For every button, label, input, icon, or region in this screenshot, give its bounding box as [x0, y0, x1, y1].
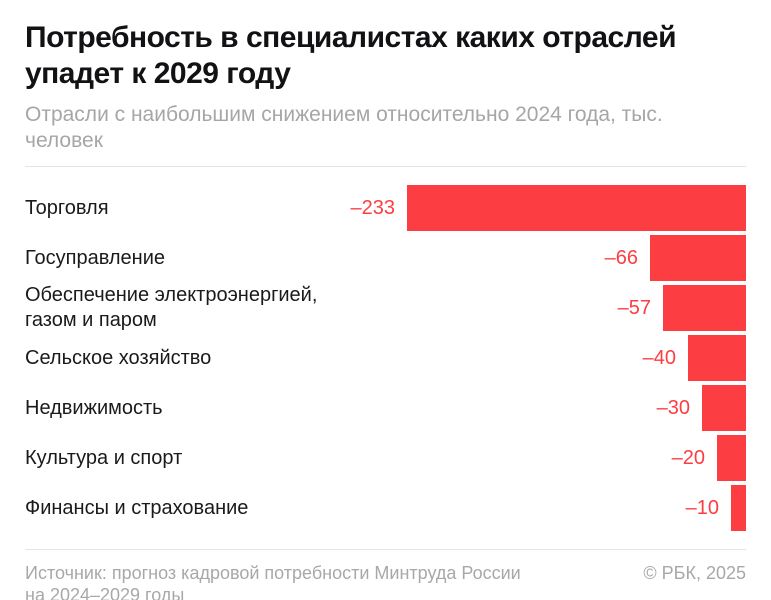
category-label: Обеспечение электроэнергией, газом и пар… — [25, 283, 618, 333]
value-label: –66 — [604, 246, 638, 269]
chart-row: Госуправление –66 — [25, 233, 746, 283]
top-divider — [25, 166, 746, 167]
category-label-text: Торговля — [25, 196, 109, 219]
bar — [650, 235, 746, 281]
copyright-note: © РБК, 2025 — [643, 563, 746, 583]
chart-row: Торговля –233 — [25, 183, 746, 233]
source-note-line-2: на 2024–2029 годы — [25, 585, 185, 600]
value-label: –20 — [671, 446, 705, 469]
category-label: Недвижимость — [25, 396, 657, 421]
category-label-text: Недвижимость — [25, 396, 163, 419]
category-label-text: Финансы и страхование — [25, 496, 249, 519]
source-note: Источник: прогноз кадровой потребности М… — [25, 562, 521, 600]
chart-subtitle: Отрасли с наибольшим снижением относител… — [25, 103, 663, 152]
value-label: –10 — [685, 496, 719, 519]
chart-row: Недвижимость –30 — [25, 383, 746, 433]
chart-row: Культура и спорт –20 — [25, 433, 746, 483]
footer: Источник: прогноз кадровой потребности М… — [25, 562, 746, 600]
category-label: Госуправление — [25, 246, 605, 271]
category-label-text: Культура и спорт — [25, 446, 183, 469]
page-title: Потребность в специалистах каких отрасле… — [25, 0, 746, 92]
chart-row: Обеспечение электроэнергией, газом и пар… — [25, 283, 746, 333]
bar-chart: Торговля –233 Госуправление –66 Обеспечение … — [25, 183, 746, 533]
category-label-text: Сельское хозяйство — [25, 346, 212, 369]
chart-row: Сельское хозяйство –40 — [25, 333, 746, 383]
category-label: Торговля — [25, 196, 351, 221]
bar — [702, 385, 746, 431]
category-label: Культура и спорт — [25, 446, 672, 471]
category-label-text: Госуправление — [25, 246, 165, 269]
bar — [731, 485, 746, 531]
bottom-divider — [25, 549, 746, 550]
category-label: Сельское хозяйство — [25, 346, 643, 371]
source-note-line-1: Источник: прогноз кадровой потребности М… — [25, 563, 521, 583]
page-title-line-1: Потребность в специалистах каких отрасле… — [25, 21, 677, 54]
bar — [663, 285, 746, 331]
value-label: –40 — [642, 346, 676, 369]
chart-row: Финансы и страхование –10 — [25, 483, 746, 533]
bar — [688, 335, 746, 381]
value-label: –57 — [617, 296, 651, 319]
value-label: –233 — [350, 196, 396, 219]
page-title-line-2: упадет к 2029 году — [25, 57, 291, 90]
category-label-text: Обеспечение электроэнергией, газом и пар… — [25, 284, 318, 331]
category-label: Финансы и страхование — [25, 496, 686, 521]
bar — [717, 435, 746, 481]
bar — [407, 185, 746, 231]
value-label: –30 — [656, 396, 690, 419]
